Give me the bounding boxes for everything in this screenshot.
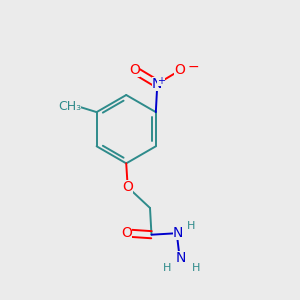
Text: N: N xyxy=(152,77,163,91)
Text: H: H xyxy=(187,221,195,231)
Text: N: N xyxy=(176,251,186,266)
Text: N: N xyxy=(173,226,183,240)
Text: H: H xyxy=(163,263,171,273)
Text: −: − xyxy=(188,60,200,74)
Text: +: + xyxy=(157,76,165,86)
Text: O: O xyxy=(122,180,133,194)
Text: CH₃: CH₃ xyxy=(58,100,81,113)
Text: O: O xyxy=(130,64,140,77)
Text: H: H xyxy=(192,263,200,273)
Text: O: O xyxy=(174,64,185,77)
Text: O: O xyxy=(122,226,132,240)
